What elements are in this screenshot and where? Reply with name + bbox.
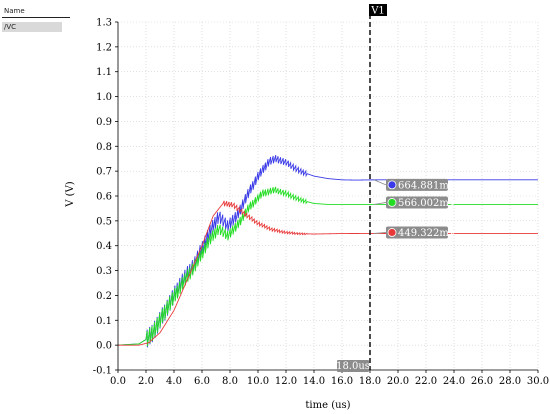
y-tick-label: 0.1 [96,316,112,327]
x-tick-label: 18.0 [359,376,381,387]
x-tick-label: 16.0 [331,376,353,387]
tick-labels: 0.0 2.0 4.0 6.0 8.0 10.0 12.0 14.0 16.0 18.0 20.0 2… [93,18,549,388]
readout-value: 664.881mV [398,180,457,191]
readout-box [386,178,448,191]
x-tick-label: 24.0 [443,376,465,387]
readout-dot [387,228,397,237]
y-tick-label: 1.3 [96,18,112,29]
x-tick-label: 6.0 [194,376,210,387]
x-tick-label: 20.0 [387,376,409,387]
x-tick-label: 0.0 [110,376,126,387]
series-line [117,186,538,347]
x-tick-label: 2.0 [138,376,154,387]
series-line [117,154,538,348]
marker-tag [369,4,387,16]
marker-tag-label: V1 [370,6,385,17]
readout-box [386,226,448,239]
y-axis-label: V (V) [65,181,76,208]
marker-x-readout-label: 18.0us [336,361,370,372]
readout-leader [373,179,387,186]
x-tick-label: 22.0 [415,376,437,387]
x-tick-label: 30.0 [527,376,549,387]
signal-list-divider [2,17,70,18]
y-tick-label: 1.1 [96,67,112,78]
readout-leader [373,202,387,205]
y-tick-label: 0.6 [96,192,112,203]
x-axis-label: time (us) [305,400,350,411]
signal-list-panel: Name /VC [0,0,72,60]
readout-layer: 664.881mV 566.002mV 449.322mV [373,178,457,239]
x-tick-label: 28.0 [499,376,521,387]
y-tick-label: 0.5 [96,216,112,227]
signal-list-header: Name [4,7,25,15]
signal-list-item[interactable]: /VC [2,22,62,32]
x-tick-label: 26.0 [471,376,493,387]
y-tick-label: 0.3 [96,266,112,277]
readout-value: 449.322mV [398,228,457,239]
y-tick-label: 0.8 [96,142,112,153]
x-tick-label: 4.0 [166,376,182,387]
readout-value: 566.002mV [398,198,457,209]
readout-dot [387,198,397,207]
y-tick-label: 0.9 [96,117,112,128]
readout-box [386,196,448,209]
y-tick-label: 0.4 [96,241,112,252]
x-tick-label: 8.0 [222,376,238,387]
series-layer [117,154,538,348]
y-tick-label: 1.2 [96,42,112,53]
y-tick-label: -0.1 [93,366,112,377]
series-line [118,200,538,346]
readout-leader [373,232,387,234]
y-tick-label: 0.2 [96,291,112,302]
x-tick-label: 14.0 [303,376,325,387]
readout-dot [387,180,397,190]
y-tick-label: 0.7 [96,167,112,178]
y-tick-label: 0.0 [96,341,112,352]
x-tick-label: 10.0 [247,376,269,387]
y-tick-label: 1.0 [96,92,112,103]
grid [117,21,539,371]
signal-list-item-label: /VC [4,23,17,31]
x-tick-label: 12.0 [275,376,297,387]
marker-x-readout [337,360,369,372]
marker-v1[interactable]: V1 18.0us [336,4,387,372]
